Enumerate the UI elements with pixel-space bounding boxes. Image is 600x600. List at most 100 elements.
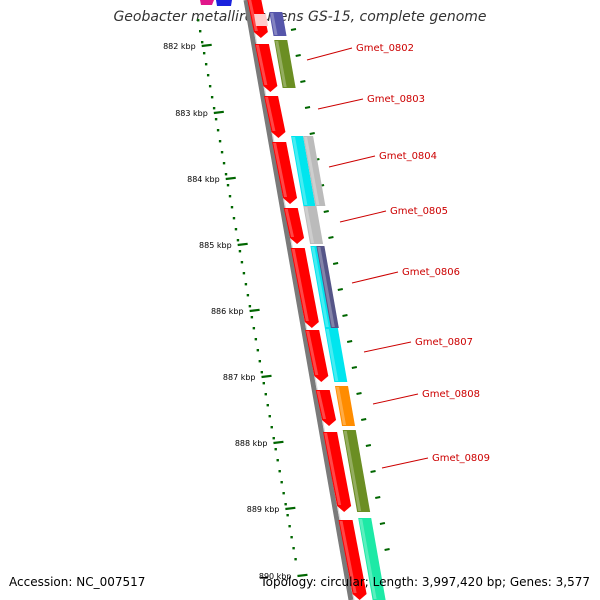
ruler-dot [212,107,216,110]
cds-feature-arrow[interactable] [290,248,319,328]
outer-tick [300,80,306,83]
ruler-dot [278,470,281,473]
ruler-dot [230,206,234,209]
partial-feature[interactable] [200,0,214,5]
cds-feature-arrow[interactable] [323,432,352,512]
ruler-dot [280,481,283,484]
feature-block[interactable] [274,40,296,88]
ruler-dot [268,415,271,418]
gene-callout[interactable]: Gmet_0807 [363,337,473,353]
ruler-dot [226,184,230,187]
ruler-tick-label: 888 kbp [235,439,268,448]
callout-leader-line [351,271,399,284]
ruler-dot [234,228,238,231]
ruler-dot [204,63,208,66]
gene-callouts: Gmet_0802 Gmet_0803 Gmet_0804 Gmet_0805 Gmet… [306,43,490,469]
partial-feature[interactable] [216,0,232,6]
ruler-dot [197,19,200,22]
ruler-dot [252,327,256,330]
gene-label[interactable]: Gmet_0806 [402,267,460,278]
gene-callout[interactable]: Gmet_0802 [306,43,414,61]
feature-block[interactable] [342,430,371,512]
feature-block[interactable] [291,136,316,206]
feature-block[interactable] [335,386,356,426]
callout-leader-line [339,210,387,223]
ruler-dot [202,52,206,55]
ruler-dot [250,316,254,319]
ruler-major-tick [225,176,236,181]
gene-label[interactable]: Gmet_0809 [432,453,490,464]
feature-block[interactable] [269,12,287,36]
cds-feature-arrow[interactable] [338,520,367,600]
partial-feature[interactable] [254,14,268,26]
gene-label[interactable]: Gmet_0807 [415,337,473,348]
cds-feature-arrow[interactable] [264,96,286,138]
ruler-dot [274,448,277,451]
outer-tick [337,288,343,291]
outer-tick [290,28,297,31]
callout-leader-line [381,457,429,469]
outer-tick [304,106,311,109]
ruler-dot [294,558,297,561]
gene-label[interactable]: Gmet_0803 [367,94,425,105]
ruler-dot [258,360,262,363]
ruler-dot [266,404,269,407]
ruler-tick-label: 890 kbp [259,572,292,581]
outer-tick [361,418,367,421]
feature-block[interactable] [316,246,339,328]
cds-feature-arrow[interactable] [254,44,278,92]
ruler-dot [256,349,260,352]
ruler-dot [198,30,202,33]
ruler-dot [292,547,295,550]
gene-callout[interactable]: Gmet_0808 [372,389,480,405]
ruler-tick-label: 886 kbp [211,307,244,316]
ruler-dot [276,459,279,462]
callout-leader-line [328,155,376,168]
backbone-strand [243,0,354,600]
outer-tick [351,366,358,369]
accession-text: Accession: NC_007517 [9,575,146,589]
outer-tick [328,236,334,239]
position-ruler: 882 kbp 883 kbp 884 kbp 885 kbp 886 kbp 887 k… [163,19,308,581]
ruler-dot [288,525,291,528]
cds-feature-arrow[interactable] [272,142,298,204]
ruler-dot [200,41,204,44]
ruler-dot [244,283,248,286]
gene-callout[interactable]: Gmet_0809 [381,453,490,469]
gene-features [200,0,386,600]
outer-tick [375,496,381,499]
gene-callout[interactable]: Gmet_0806 [351,267,460,284]
cds-feature-arrow[interactable] [283,208,305,244]
gene-callout[interactable]: Gmet_0804 [328,151,437,168]
cds-feature-arrow[interactable] [315,390,337,426]
ruler-dot [222,162,226,165]
ruler-major-tick [201,43,212,48]
ruler-tick-label: 882 kbp [163,42,196,51]
ruler-dot [210,96,214,99]
ruler-dot [254,338,258,341]
gene-label[interactable]: Gmet_0804 [379,151,437,162]
gene-label[interactable]: Gmet_0805 [390,206,448,217]
ruler-dot [282,492,285,495]
ruler-dot [248,305,252,308]
gene-callout[interactable]: Gmet_0805 [339,206,448,223]
ruler-major-tick [297,573,308,578]
ruler-major-tick [237,242,248,247]
feature-block[interactable] [358,518,386,600]
cds-feature-arrow[interactable] [305,330,329,382]
ruler-dot [270,426,273,429]
ruler-tick-label: 883 kbp [175,109,208,118]
gene-callout[interactable]: Gmet_0803 [317,94,425,110]
feature-block[interactable] [303,136,326,206]
ruler-tick-label: 885 kbp [199,241,232,250]
ruler-dot [220,151,224,154]
ruler-major-tick [249,308,260,313]
feature-block[interactable] [303,206,324,244]
ruler-dot [214,118,218,121]
callout-leader-line [306,47,353,61]
feature-block[interactable] [324,328,348,382]
gene-label[interactable]: Gmet_0802 [356,43,414,54]
outer-tick [342,314,348,317]
gene-label[interactable]: Gmet_0808 [422,389,480,400]
